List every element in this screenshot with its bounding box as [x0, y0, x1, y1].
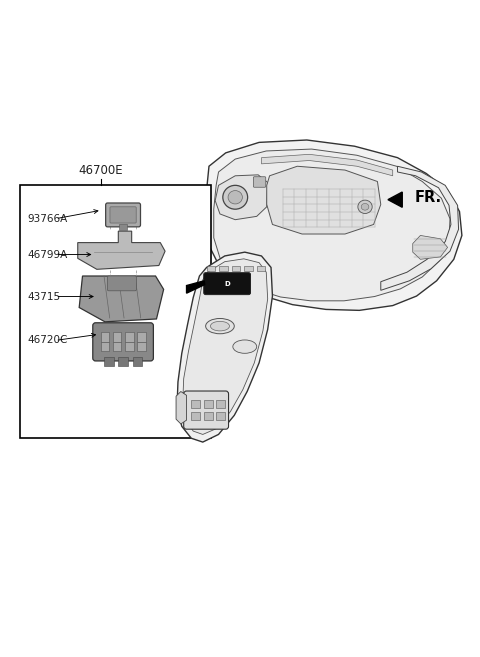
FancyBboxPatch shape: [93, 323, 154, 361]
Polygon shape: [214, 149, 450, 301]
Ellipse shape: [210, 321, 229, 331]
Polygon shape: [183, 259, 268, 434]
Bar: [104, 357, 114, 366]
FancyBboxPatch shape: [110, 207, 136, 223]
Polygon shape: [79, 276, 164, 322]
Polygon shape: [206, 140, 462, 310]
Polygon shape: [176, 392, 187, 424]
Bar: [192, 411, 200, 420]
Polygon shape: [413, 235, 447, 260]
Bar: [113, 342, 121, 351]
Polygon shape: [388, 192, 402, 208]
Bar: [216, 411, 225, 420]
Ellipse shape: [358, 200, 372, 214]
FancyBboxPatch shape: [204, 273, 251, 294]
Polygon shape: [187, 281, 204, 293]
Bar: [204, 411, 213, 420]
Ellipse shape: [205, 319, 234, 334]
Bar: [125, 342, 133, 351]
Polygon shape: [381, 166, 458, 290]
Text: 43715: 43715: [28, 292, 61, 302]
FancyBboxPatch shape: [106, 203, 141, 227]
Bar: [101, 342, 109, 351]
Bar: [216, 400, 225, 408]
Polygon shape: [177, 252, 273, 442]
Bar: [132, 357, 142, 366]
Text: 46799A: 46799A: [28, 250, 68, 260]
Bar: [137, 342, 145, 351]
Bar: [125, 332, 133, 342]
Bar: [257, 265, 265, 271]
Bar: [137, 332, 145, 342]
FancyBboxPatch shape: [253, 177, 266, 187]
Bar: [206, 265, 215, 271]
Bar: [204, 400, 213, 408]
Polygon shape: [78, 231, 165, 269]
Ellipse shape: [361, 204, 369, 210]
Bar: [101, 332, 109, 342]
Ellipse shape: [233, 340, 257, 353]
Bar: [192, 400, 200, 408]
Ellipse shape: [223, 185, 248, 209]
Bar: [118, 357, 128, 366]
Bar: [119, 224, 127, 230]
Bar: [113, 332, 121, 342]
Polygon shape: [267, 166, 381, 234]
Text: FR.: FR.: [414, 190, 441, 205]
Bar: [219, 265, 228, 271]
Polygon shape: [262, 154, 393, 176]
Bar: [244, 265, 253, 271]
Ellipse shape: [228, 191, 242, 204]
FancyBboxPatch shape: [108, 276, 136, 291]
Bar: [21, 185, 211, 438]
Bar: [232, 265, 240, 271]
Text: 46720C: 46720C: [28, 336, 68, 346]
Text: D: D: [224, 281, 230, 286]
Text: 46700E: 46700E: [78, 164, 123, 177]
FancyBboxPatch shape: [184, 391, 228, 429]
Polygon shape: [215, 175, 268, 219]
Text: 93766A: 93766A: [28, 214, 68, 224]
